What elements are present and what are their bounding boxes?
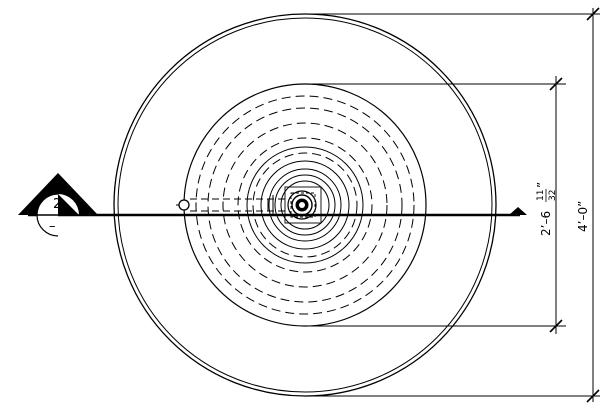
- dimension-inner-label: 2’–6 11 32 ”: [535, 182, 558, 236]
- extension-lines: [305, 13, 600, 397]
- dimension-inner-whole: 2’–6: [539, 211, 553, 236]
- center-drain: [284, 186, 322, 224]
- cleanout: [178, 199, 190, 211]
- section-arrow-right: [509, 207, 527, 215]
- dimension-inner-frac-den: 32: [548, 190, 558, 201]
- section-sheet: –: [49, 219, 56, 234]
- dashed-rings: [195, 95, 415, 315]
- dimension-inner: [549, 76, 563, 334]
- inner-solid-rings: [246, 146, 364, 264]
- section-marker: 2 –: [18, 173, 98, 237]
- dimension-outer-label: 4’–0”: [576, 201, 590, 232]
- section-number: 2: [53, 197, 61, 212]
- dimension-inner-inch: ”: [535, 182, 549, 188]
- pipe-run: [176, 195, 287, 215]
- dimension-outer: [586, 7, 600, 403]
- dimension-inner-frac-num: 11: [536, 190, 546, 201]
